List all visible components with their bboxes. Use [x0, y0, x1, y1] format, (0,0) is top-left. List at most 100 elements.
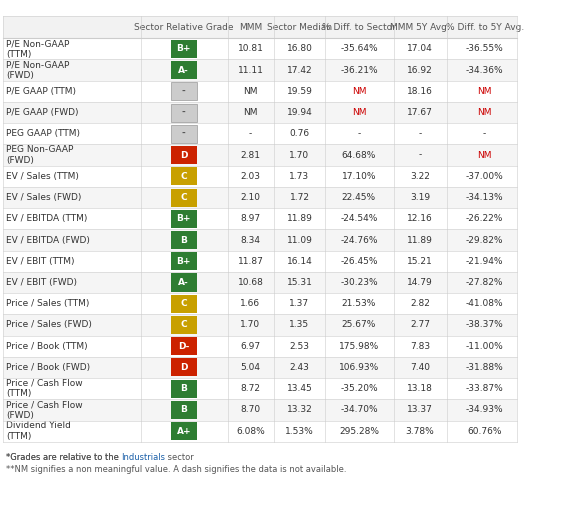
Text: Price / Book (TTM): Price / Book (TTM) [6, 342, 87, 350]
Text: B+: B+ [177, 215, 191, 223]
Text: C: C [181, 172, 187, 181]
FancyBboxPatch shape [171, 231, 197, 249]
Bar [3, 16, 517, 38]
FancyBboxPatch shape [171, 210, 197, 228]
FancyBboxPatch shape [171, 125, 197, 143]
Text: 7.83: 7.83 [410, 342, 430, 350]
Text: 13.37: 13.37 [407, 406, 433, 414]
Bar [3, 336, 517, 357]
Text: 11.87: 11.87 [238, 257, 263, 266]
Text: 13.32: 13.32 [287, 406, 312, 414]
Text: 1.73: 1.73 [290, 172, 309, 181]
Text: A-: A- [178, 278, 189, 287]
Text: NM: NM [477, 87, 492, 96]
Text: NM: NM [243, 87, 258, 96]
Text: 2.53: 2.53 [290, 342, 309, 350]
Text: *Grades are relative to the: *Grades are relative to the [6, 453, 121, 463]
Text: Price / Cash Flow
(FWD): Price / Cash Flow (FWD) [6, 400, 83, 419]
FancyBboxPatch shape [171, 337, 197, 355]
Text: -37.00%: -37.00% [466, 172, 504, 181]
Text: 1.37: 1.37 [290, 299, 309, 308]
Text: -: - [483, 130, 486, 138]
Bar [3, 187, 517, 208]
Text: -27.82%: -27.82% [466, 278, 503, 287]
FancyBboxPatch shape [171, 82, 197, 100]
Text: EV / EBIT (FWD): EV / EBIT (FWD) [6, 278, 77, 287]
Text: B+: B+ [177, 257, 191, 266]
Text: 2.81: 2.81 [241, 151, 260, 159]
Text: *Grades are relative to the: *Grades are relative to the [6, 453, 121, 463]
Text: 0.76: 0.76 [290, 130, 309, 138]
Text: 8.97: 8.97 [241, 215, 260, 223]
Text: -34.36%: -34.36% [466, 66, 504, 74]
Text: D: D [180, 151, 188, 159]
Text: NM: NM [351, 87, 366, 96]
Text: 64.68%: 64.68% [342, 151, 376, 159]
Text: 13.18: 13.18 [407, 384, 433, 393]
Text: D-: D- [178, 342, 189, 350]
Bar [3, 421, 517, 442]
Text: -11.00%: -11.00% [466, 342, 504, 350]
Text: 3.22: 3.22 [410, 172, 430, 181]
Text: 3.19: 3.19 [410, 193, 430, 202]
Text: -34.70%: -34.70% [340, 406, 378, 414]
Text: EV / EBIT (TTM): EV / EBIT (TTM) [6, 257, 74, 266]
Text: P/E GAAP (TTM): P/E GAAP (TTM) [6, 87, 76, 96]
Bar [3, 378, 517, 399]
Text: 11.09: 11.09 [287, 236, 312, 244]
Text: 2.10: 2.10 [241, 193, 260, 202]
Text: EV / Sales (TTM): EV / Sales (TTM) [6, 172, 78, 181]
Text: 21.53%: 21.53% [342, 299, 376, 308]
Text: 2.77: 2.77 [410, 321, 430, 329]
Text: Industrials: Industrials [121, 453, 165, 463]
Text: Price / Cash Flow
(TTM): Price / Cash Flow (TTM) [6, 379, 83, 398]
Text: % Diff. to Sector: % Diff. to Sector [322, 23, 396, 31]
Bar [3, 399, 517, 421]
Text: EV / Sales (FWD): EV / Sales (FWD) [6, 193, 81, 202]
Text: 8.72: 8.72 [241, 384, 260, 393]
Bar [3, 357, 517, 378]
Text: MMM: MMM [239, 23, 262, 31]
Text: P/E GAAP (FWD): P/E GAAP (FWD) [6, 108, 78, 117]
Text: P/E Non-GAAP
(TTM): P/E Non-GAAP (TTM) [6, 39, 69, 58]
Text: A+: A+ [177, 427, 191, 435]
FancyBboxPatch shape [171, 167, 197, 185]
Text: B+: B+ [177, 45, 191, 53]
Text: 6.08%: 6.08% [236, 427, 265, 435]
Text: 15.31: 15.31 [287, 278, 312, 287]
Text: 16.80: 16.80 [287, 45, 312, 53]
Text: 12.16: 12.16 [407, 215, 433, 223]
Text: NM: NM [477, 108, 492, 117]
Bar [3, 208, 517, 229]
Text: 8.34: 8.34 [241, 236, 260, 244]
Text: -: - [357, 130, 361, 138]
Text: P/E Non-GAAP
(FWD): P/E Non-GAAP (FWD) [6, 61, 69, 80]
Text: -35.20%: -35.20% [340, 384, 378, 393]
Text: -34.13%: -34.13% [466, 193, 504, 202]
Text: 13.45: 13.45 [287, 384, 312, 393]
Text: 17.04: 17.04 [407, 45, 433, 53]
FancyBboxPatch shape [171, 61, 197, 79]
Text: 10.68: 10.68 [238, 278, 263, 287]
Text: 19.94: 19.94 [287, 108, 312, 117]
Text: 17.10%: 17.10% [342, 172, 376, 181]
Text: -36.21%: -36.21% [340, 66, 378, 74]
Text: -38.37%: -38.37% [466, 321, 504, 329]
FancyBboxPatch shape [171, 422, 197, 440]
Text: -34.93%: -34.93% [466, 406, 504, 414]
Text: -: - [418, 151, 422, 159]
Text: Sector Relative Grade: Sector Relative Grade [134, 23, 234, 31]
Text: 11.89: 11.89 [287, 215, 312, 223]
Text: -24.76%: -24.76% [340, 236, 377, 244]
FancyBboxPatch shape [171, 146, 197, 164]
Text: 295.28%: 295.28% [339, 427, 379, 435]
Text: 17.42: 17.42 [287, 66, 312, 74]
Text: 106.93%: 106.93% [339, 363, 379, 372]
Text: -33.87%: -33.87% [466, 384, 504, 393]
Text: -36.55%: -36.55% [466, 45, 504, 53]
FancyBboxPatch shape [171, 316, 197, 334]
Text: 6.97: 6.97 [241, 342, 260, 350]
Text: -31.88%: -31.88% [466, 363, 504, 372]
Text: C: C [181, 193, 187, 202]
FancyBboxPatch shape [171, 189, 197, 207]
